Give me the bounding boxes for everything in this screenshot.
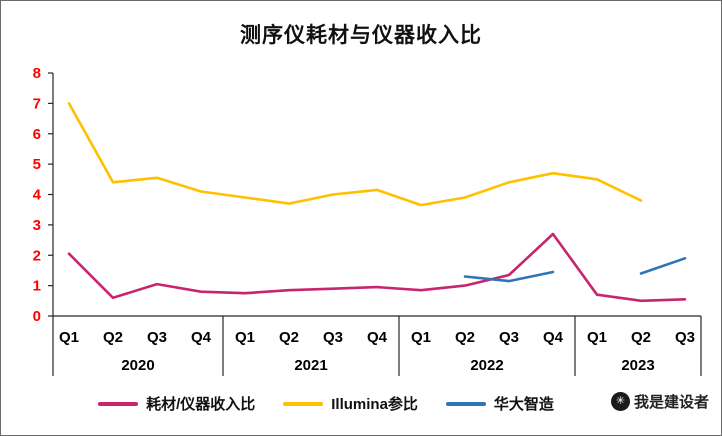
svg-text:Q1: Q1 (59, 329, 79, 346)
svg-text:2021: 2021 (294, 357, 327, 374)
svg-text:Q4: Q4 (191, 329, 212, 346)
chart-title: 测序仪耗材与仪器收入比 (240, 24, 482, 47)
svg-text:2020: 2020 (121, 357, 154, 374)
svg-text:Q3: Q3 (499, 329, 519, 346)
svg-text:Q1: Q1 (235, 329, 255, 346)
svg-text:Q2: Q2 (631, 329, 651, 346)
legend-label-illumina: Illumina参比 (331, 396, 418, 413)
svg-text:Q2: Q2 (455, 329, 475, 346)
svg-text:3: 3 (33, 217, 41, 234)
legend-item-illumina: Illumina参比 (283, 393, 418, 414)
svg-text:4: 4 (33, 187, 42, 204)
svg-text:Q1: Q1 (587, 329, 607, 346)
legend-swatch-pink-line (98, 401, 139, 406)
svg-text:2022: 2022 (470, 357, 503, 374)
watermark-badge-icon: ✳ (610, 392, 630, 411)
svg-text:Q2: Q2 (103, 329, 123, 346)
svg-text:Q1: Q1 (411, 329, 431, 346)
svg-text:1: 1 (33, 278, 41, 295)
svg-text:0: 0 (33, 308, 41, 325)
line-chart-canvas: 0 1 2 3 4 5 6 7 8 Q1 Q2 Q3 Q4 Q1 Q2 Q3 Q4 Q1 Q2 Q3 Q4 Q1 Q2 Q3 2… (33, 65, 702, 376)
legend-swatch-yellow-line (283, 401, 324, 406)
svg-text:Q4: Q4 (367, 329, 388, 346)
svg-text:6: 6 (33, 126, 41, 143)
svg-text:7: 7 (33, 95, 41, 112)
svg-text:2: 2 (33, 247, 41, 264)
svg-text:2023: 2023 (621, 357, 654, 374)
legend-item-consumables-ratio: 耗材/仪器收入比 (98, 393, 255, 414)
chart-legend: 耗材/仪器收入比 Illumina参比 华大智造 (1, 393, 721, 414)
svg-text:Q3: Q3 (323, 329, 343, 346)
svg-text:Q3: Q3 (147, 329, 167, 346)
svg-text:Q2: Q2 (279, 329, 299, 346)
svg-text:5: 5 (33, 156, 41, 173)
svg-text:Q4: Q4 (543, 329, 564, 346)
svg-text:Q3: Q3 (675, 329, 695, 346)
legend-item-mgi: 华大智造 (445, 393, 554, 414)
watermark-text: 我是建设者 (633, 394, 709, 411)
svg-text:8: 8 (33, 65, 41, 82)
watermark: ✳ 我是建设者 (610, 391, 709, 412)
legend-label-consumables-ratio: 耗材/仪器收入比 (146, 396, 256, 413)
legend-swatch-blue-line (445, 401, 486, 406)
legend-label-mgi: 华大智造 (493, 396, 554, 413)
